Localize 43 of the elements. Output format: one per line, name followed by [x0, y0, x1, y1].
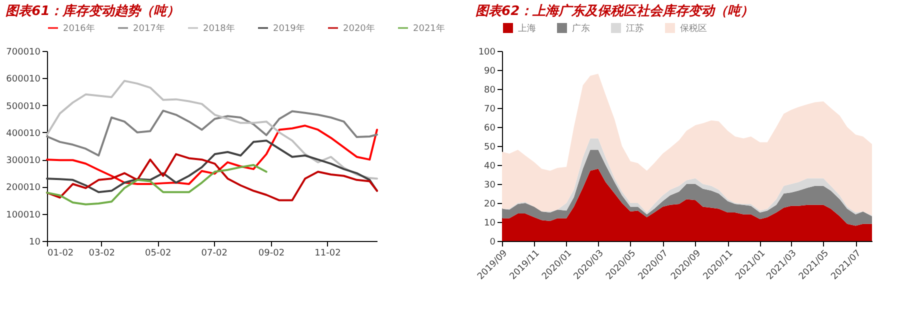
y-tick-label: 30 [484, 180, 496, 190]
y-tick-label: 80 [484, 86, 496, 96]
x-tick-label: 01-02 [48, 248, 74, 258]
x-tick-label: 11-02 [314, 248, 341, 258]
y-tick-label: 70 [484, 104, 496, 114]
legend-label: 广东 [572, 23, 590, 34]
legend-label: 2020年 [343, 23, 375, 34]
x-tick-label: 03-02 [88, 248, 115, 258]
x-tick-label: 05-02 [145, 248, 172, 258]
y-tick-label: 100010 [6, 210, 41, 220]
legend-label: 2017年 [133, 23, 165, 34]
y-tick-label: 50 [484, 142, 496, 152]
y-tick-label: 200010 [6, 183, 41, 194]
y-tick-label: 20 [484, 200, 496, 210]
y-tick-label: 40 [484, 162, 496, 172]
legend-label: 保税区 [680, 23, 707, 34]
line-series [46, 140, 378, 194]
y-tick-label: 300010 [6, 156, 41, 166]
line-series [46, 124, 378, 186]
legend-label: 2016年 [63, 23, 95, 34]
line-series [46, 153, 378, 202]
chart-title: 图表61：库存变动趋势（吨） [6, 3, 180, 19]
line-series [46, 80, 378, 180]
legend-label: 2018年 [203, 23, 235, 34]
y-tick-label: 10 [29, 238, 41, 248]
y-tick-label: 100 [478, 48, 496, 58]
chart-title: 图表62：上海广东及保税区社会库存变动（吨） [476, 3, 754, 19]
y-tick-label: 90 [484, 66, 496, 76]
legend-label: 2021年 [413, 23, 445, 34]
y-tick-label: 700010 [6, 48, 41, 58]
y-tick-label: 60 [484, 124, 496, 134]
legend-label: 江苏 [626, 23, 644, 34]
y-tick-label: 10 [484, 218, 496, 228]
y-tick-label: 500010 [6, 102, 41, 112]
y-tick-label: 0 [490, 238, 496, 248]
y-tick-label: 600010 [6, 74, 41, 85]
legend-label: 上海 [518, 23, 536, 34]
y-tick-label: 400010 [6, 128, 41, 139]
legend-label: 2019年 [273, 23, 305, 34]
x-tick-label: 09-02 [258, 248, 285, 258]
x-tick-label: 07-02 [201, 248, 228, 258]
line-series [46, 110, 378, 157]
line-series [46, 164, 268, 206]
